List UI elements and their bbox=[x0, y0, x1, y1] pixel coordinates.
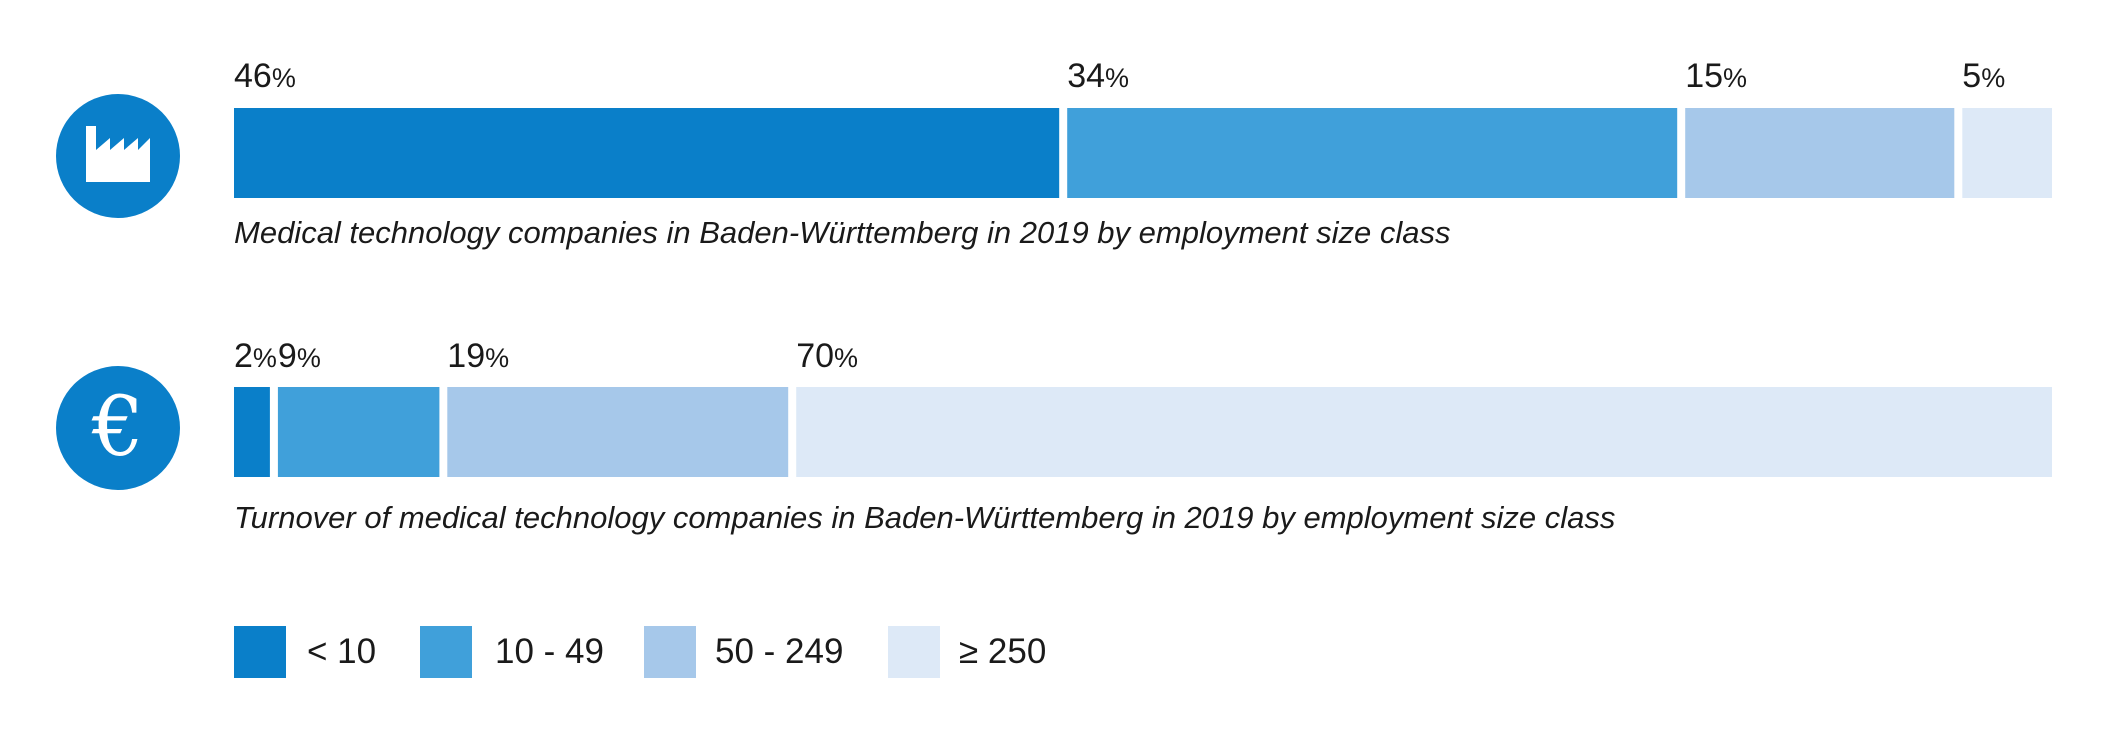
chart-1-bar-10-49 bbox=[1067, 108, 1678, 198]
chart-1-value-label-ge250: 5% bbox=[1962, 57, 2005, 95]
legend-label-10-49: 10 - 49 bbox=[495, 632, 604, 671]
chart-1-caption: Medical technology companies in Baden-Wü… bbox=[234, 215, 1451, 250]
chart-2-value-label-50-249: 19% bbox=[447, 337, 509, 375]
legend-label-ge250: ≥ 250 bbox=[959, 632, 1047, 671]
euro-icon: € bbox=[56, 366, 180, 490]
chart-1-value-label-10-49: 34% bbox=[1067, 57, 1129, 95]
chart-1-bar-50-249 bbox=[1685, 108, 1955, 198]
chart-2-value-label-ge250: 70% bbox=[796, 337, 858, 375]
chart-1-bar-ge250 bbox=[1962, 108, 2052, 198]
factory-icon-shape bbox=[86, 126, 150, 182]
legend-swatch-10-49 bbox=[420, 626, 472, 678]
legend-swatch-lt10 bbox=[234, 626, 286, 678]
factory-icon bbox=[56, 94, 180, 218]
chart-1-value-label-lt10: 46% bbox=[234, 57, 296, 95]
legend-swatch-50-249 bbox=[644, 626, 696, 678]
chart-1-value-label-50-249: 15% bbox=[1685, 57, 1747, 95]
legend-swatch-ge250 bbox=[888, 626, 940, 678]
chart-2-value-label-10-49: 9% bbox=[278, 337, 321, 375]
chart-2-bar-10-49 bbox=[277, 387, 440, 477]
chart-2-bar-lt10 bbox=[234, 387, 270, 477]
chart-2-value-label-lt10: 2% bbox=[234, 337, 277, 375]
legend-label-lt10: < 10 bbox=[307, 632, 377, 671]
euro-symbol: € bbox=[91, 380, 145, 475]
legend-label-50-249: 50 - 249 bbox=[715, 632, 844, 671]
chart-2-bar-ge250 bbox=[796, 387, 2053, 477]
chart-2-bar-50-249 bbox=[447, 387, 789, 477]
chart-1-bar-lt10 bbox=[234, 108, 1060, 198]
chart-2-caption: Turnover of medical technology companies… bbox=[234, 500, 1616, 535]
